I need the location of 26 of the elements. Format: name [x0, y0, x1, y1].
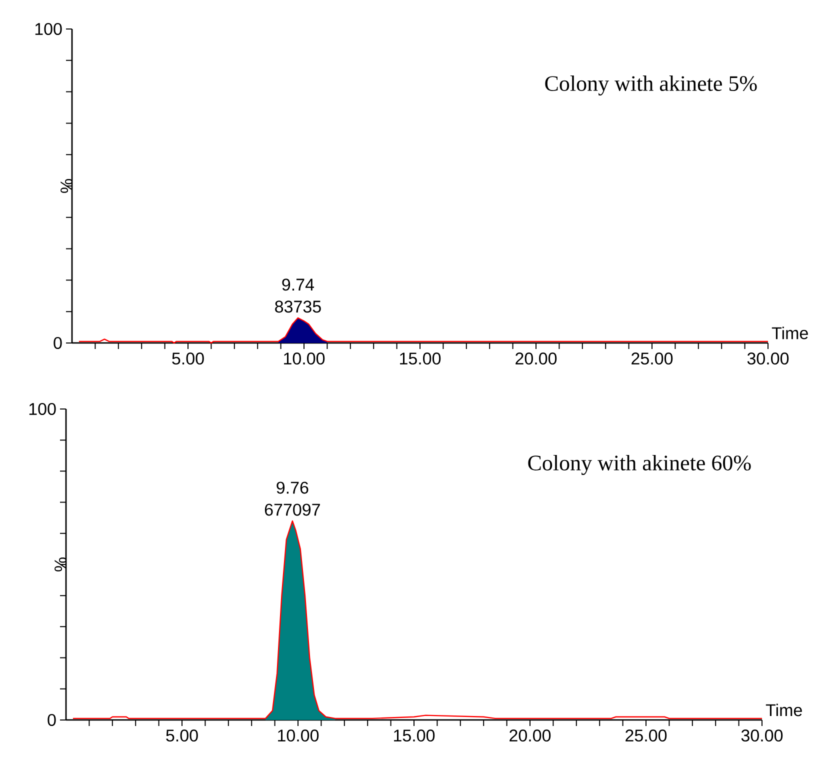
- y-tick-label: 100: [35, 22, 62, 36]
- y-tick-label: 0: [48, 714, 56, 726]
- x-tick-label: 20.00: [510, 730, 551, 742]
- line-series: [72, 520, 763, 720]
- y-tick-label: 100: [29, 402, 56, 416]
- text: Colony with akinete 60%: [528, 454, 751, 475]
- annotation: 677097: [264, 504, 320, 516]
- annotation: 9.74: [282, 278, 314, 291]
- x-tick-label: 15.00: [400, 352, 441, 365]
- x-tick-label: 30.00: [747, 352, 789, 365]
- x-tick-label: 20.00: [516, 352, 557, 365]
- x-tick-label: 10.00: [284, 352, 325, 365]
- line-series: [78, 317, 769, 344]
- y-tick-label: 0: [54, 336, 62, 350]
- x-axis-title: Time: [772, 326, 808, 340]
- x-tick-label: 15.00: [394, 730, 435, 742]
- x-tick-label: 5.00: [172, 352, 204, 365]
- x-tick-label: 10.00: [278, 730, 319, 742]
- annotation: 83735: [275, 300, 321, 313]
- x-tick-label: 5.00: [166, 730, 198, 742]
- x-tick-label: 25.00: [632, 352, 673, 365]
- x-axis-title: Time: [766, 704, 802, 716]
- x-tick-label: 30.00: [741, 730, 783, 742]
- x-tick-label: 25.00: [626, 730, 667, 742]
- annotation: 9.76: [276, 482, 308, 494]
- text: Colony with akinete 5%: [545, 76, 757, 96]
